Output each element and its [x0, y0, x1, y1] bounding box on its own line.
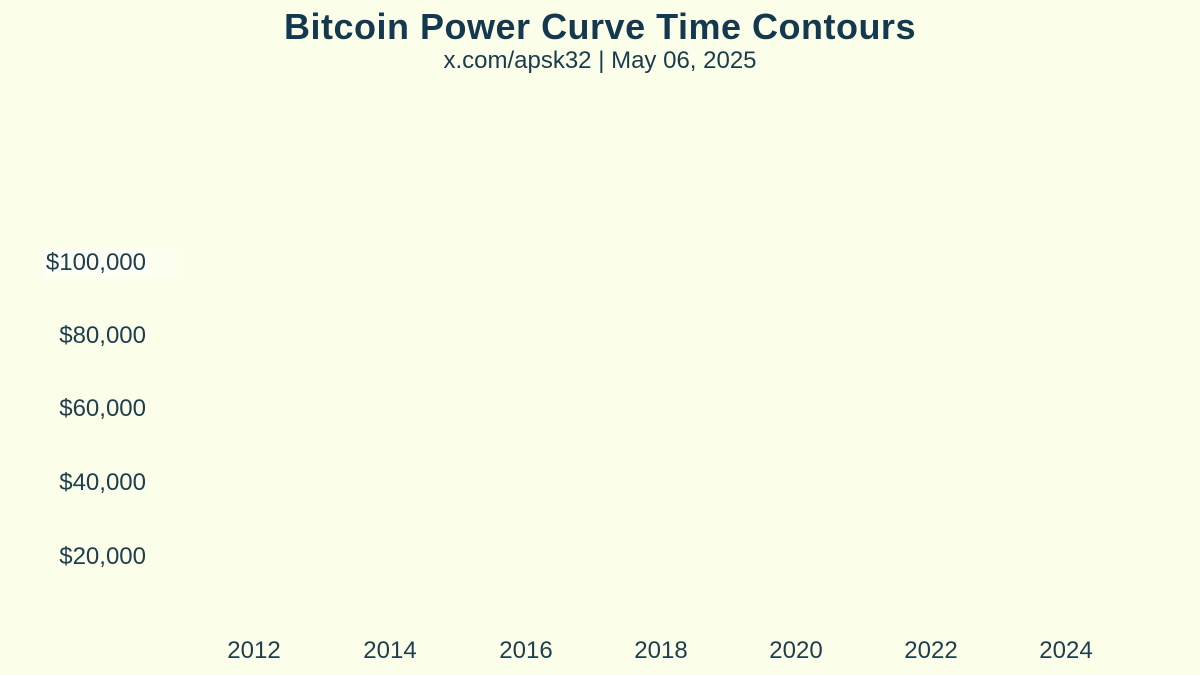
y-tick-label-80000: $80,000 [0, 322, 146, 350]
y-tick-label-100000: $100,000 [0, 248, 150, 278]
y-tick-text: $40,000 [59, 469, 146, 496]
y-tick-text: $100,000 [41, 248, 150, 278]
y-tick-label-60000: $60,000 [0, 395, 146, 423]
x-tick-label-2024: 2024 [1039, 637, 1093, 664]
chart-title: Bitcoin Power Curve Time Contours [284, 6, 916, 47]
x-tick-label-2014: 2014 [363, 637, 417, 664]
x-tick-label-2018: 2018 [634, 637, 688, 664]
y-tick-label-20000: $20,000 [0, 543, 146, 571]
y-tick-label-40000: $40,000 [0, 469, 146, 497]
x-tick-label-2016: 2016 [499, 637, 553, 664]
x-tick-label-2020: 2020 [769, 637, 823, 664]
x-tick-label-2022: 2022 [904, 637, 958, 664]
y-tick-text: $60,000 [59, 395, 146, 422]
y-tick-text: $80,000 [59, 322, 146, 349]
plot-area [160, 95, 1190, 630]
y-tick-text: $20,000 [59, 543, 146, 570]
chart-subtitle: x.com/apsk32 | May 06, 2025 [443, 47, 757, 74]
x-tick-label-2012: 2012 [227, 637, 281, 664]
